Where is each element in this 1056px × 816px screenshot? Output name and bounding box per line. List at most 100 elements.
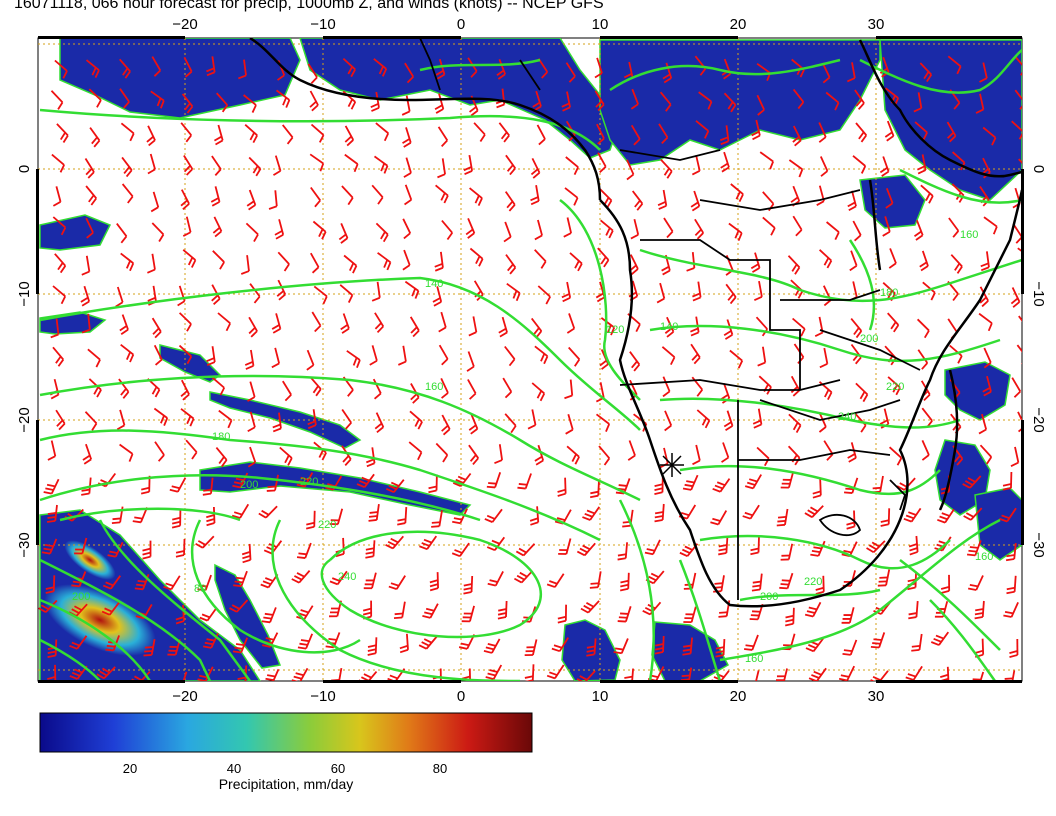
wind-barb (121, 183, 134, 204)
wind-barb (169, 477, 187, 493)
wind-barb (751, 573, 763, 592)
wind-barb (147, 153, 156, 175)
wind-barb (1011, 377, 1022, 398)
wind-barb (233, 570, 248, 588)
wind-barb (410, 383, 420, 404)
wind-barb (243, 94, 257, 113)
wind-barb (80, 285, 91, 307)
wind-barb (529, 506, 540, 526)
wind-barb (131, 670, 151, 681)
wind-barb (88, 88, 102, 108)
wind-barb (804, 505, 824, 518)
wind-barb (43, 478, 60, 495)
wind-barb (576, 542, 596, 557)
wind-barb (197, 666, 214, 681)
wind-barb (563, 217, 572, 238)
wind-barb (281, 124, 294, 145)
wind-barb (151, 317, 162, 339)
wind-barb (940, 574, 951, 594)
x-tick-label: 30 (868, 688, 885, 705)
wind-barb (787, 255, 801, 275)
wind-barb (792, 88, 805, 110)
wind-barb (657, 189, 668, 210)
wind-barb (297, 633, 314, 650)
wind-barb (369, 345, 378, 366)
wind-barb (654, 503, 665, 523)
wind-barb (723, 410, 734, 432)
wind-barb (182, 216, 192, 237)
wind-barb (534, 219, 543, 241)
wind-barb (371, 281, 381, 302)
wind-barb (247, 446, 257, 468)
wind-barb (215, 447, 228, 468)
wind-barb (600, 317, 616, 336)
wind-barb (309, 90, 319, 112)
wind-barb (195, 535, 215, 549)
wind-barb (419, 535, 438, 551)
wind-barb (167, 639, 181, 656)
wind-barb (202, 477, 214, 496)
wind-barb (780, 471, 794, 489)
wind-barb (753, 670, 760, 681)
wind-barb (374, 312, 385, 333)
wind-barb (74, 537, 88, 555)
wind-barb (659, 91, 672, 112)
contour-label: 200 (72, 591, 90, 603)
wind-barb (566, 313, 576, 334)
wind-barb (338, 223, 349, 244)
wind-barb (558, 538, 572, 555)
wind-barb (913, 219, 924, 241)
wind-barb (780, 543, 794, 561)
wind-barb (434, 251, 444, 272)
x-tick-label: 10 (592, 688, 609, 705)
y-tick-label: −10 (16, 281, 33, 306)
wind-barb (730, 183, 744, 203)
wind-barb (838, 665, 856, 681)
wind-barb (373, 155, 389, 174)
colorbar-label: Precipitation, mm/day (218, 776, 354, 792)
wind-barb (307, 63, 318, 84)
wind-barb (52, 346, 65, 367)
wind-barb (418, 635, 438, 650)
wind-barb (914, 121, 928, 141)
wind-barb (690, 343, 701, 365)
wind-barb (743, 634, 759, 651)
wind-barb (486, 472, 502, 489)
wind-barb (505, 254, 517, 275)
wind-barb (630, 218, 640, 240)
wind-barb (409, 316, 420, 338)
wind-barb (87, 348, 101, 368)
wind-barb (804, 601, 822, 618)
wind-barb (718, 536, 729, 556)
wind-barb (375, 222, 389, 243)
wind-barb (537, 285, 551, 305)
wind-barb (908, 601, 919, 620)
wind-barb (473, 122, 486, 142)
wind-barb (629, 351, 641, 372)
wind-barb (664, 316, 675, 338)
wind-barb (461, 605, 475, 623)
wind-barb (119, 443, 134, 462)
wind-barb (277, 251, 290, 272)
contour-label: 200 (240, 479, 258, 491)
wind-barb (150, 90, 165, 109)
wind-barb (311, 311, 322, 333)
y-tick-label: 0 (16, 165, 33, 173)
country-borders (419, 38, 921, 600)
wind-barb (691, 376, 703, 397)
wind-barb (178, 312, 192, 332)
wind-barb (870, 632, 886, 649)
wind-barb (979, 444, 993, 465)
wind-barb (291, 570, 311, 584)
wind-barb (402, 127, 412, 148)
wind-barb (116, 223, 128, 244)
wind-barb (69, 635, 88, 650)
wind-barb (1009, 638, 1019, 658)
wind-barb (428, 474, 438, 494)
wind-barb (487, 570, 504, 587)
wind-barb (903, 507, 922, 523)
wind-barb (855, 382, 869, 403)
contour-label: 200 (760, 591, 778, 603)
contour-labels: 140 160 180 200 220 240 200 220 80 120 1… (72, 229, 993, 665)
